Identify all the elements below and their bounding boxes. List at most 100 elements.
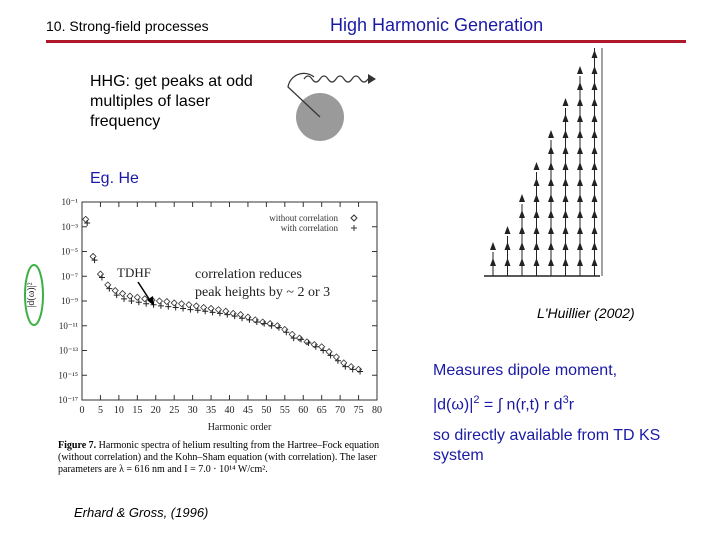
photon-wave-icon: [303, 75, 369, 83]
y-tick-label: 10⁻¹¹: [59, 321, 78, 331]
harmonic-arrow-icon: [562, 146, 569, 154]
figure-caption: Figure 7. Harmonic spectra of helium res…: [58, 440, 403, 476]
harmonic-arrow-icon: [577, 242, 583, 250]
x-tick-label: 5: [98, 405, 103, 416]
annotation-line-1: correlation reduces: [195, 267, 302, 282]
slide-title: High Harmonic Generation: [330, 15, 544, 35]
harmonic-arrow-icon: [548, 194, 554, 202]
point-with-correlation: [106, 285, 113, 292]
point-without-correlation: [200, 303, 208, 312]
point-without-correlation: [155, 297, 164, 305]
point-with-correlation: [202, 308, 209, 315]
point-with-correlation: [305, 340, 312, 347]
x-tick-label: 45: [243, 405, 253, 416]
point-with-correlation: [334, 357, 341, 364]
tdhf-arrow-icon: [147, 296, 154, 306]
harmonic-arrow-icon: [577, 178, 583, 186]
harmonic-arrow-icon: [591, 162, 598, 170]
y-tick-label: 10⁻⁷: [61, 271, 78, 281]
y-axis-label: |d(ω)|²: [26, 282, 37, 307]
point-without-correlation: [303, 338, 311, 346]
atom-illustration: [287, 72, 376, 141]
x-tick-label: 30: [188, 405, 198, 416]
tdhf-arrow-line: [137, 281, 152, 303]
harmonic-arrow-icon: [591, 114, 598, 122]
x-axis-label: Harmonic order: [208, 422, 272, 433]
harmonic-arrow-icon: [591, 242, 598, 250]
point-without-correlation: [259, 318, 267, 326]
point-with-correlation: [298, 336, 305, 343]
point-without-correlation: [229, 309, 237, 317]
point-without-correlation: [288, 330, 296, 338]
harmonic-arrow-icon: [591, 82, 598, 90]
point-without-correlation: [111, 286, 119, 295]
point-with-correlation: [290, 335, 297, 342]
point-with-correlation: [283, 329, 290, 336]
point-with-correlation: [157, 302, 164, 309]
point-without-correlation: [133, 293, 141, 301]
harmonic-arrow-icon: [533, 258, 540, 266]
point-with-correlation: [275, 324, 282, 331]
harmonic-arrow-icon: [533, 194, 540, 202]
point-with-correlation: [224, 311, 231, 318]
harmonic-arrow-icon: [548, 146, 554, 154]
harmonic-arrow-icon: [548, 242, 554, 250]
harmonic-arrow-icon: [591, 66, 598, 74]
harmonic-arrow-icon: [562, 258, 569, 266]
harmonic-arrow-icon: [591, 98, 598, 106]
x-tick-label: 60: [298, 405, 308, 416]
harmonic-arrow-icon: [548, 178, 554, 186]
caption-text: Harmonic spectra of helium resulting fro…: [58, 440, 380, 475]
caption-label: Figure 7.: [58, 440, 97, 451]
harmonic-arrow-icon: [533, 178, 540, 186]
point-without-correlation: [185, 301, 193, 309]
harmonic-arrow-icon: [562, 98, 569, 106]
point-without-correlation: [96, 270, 105, 278]
point-with-correlation: [327, 352, 334, 359]
harmonic-arrow-icon: [591, 210, 598, 218]
legend-with-label: with correlation: [281, 223, 339, 233]
point-with-correlation: [128, 298, 135, 304]
x-tick-label: 25: [169, 405, 179, 416]
harmonic-arrow-icon: [577, 98, 583, 106]
point-with-correlation: [194, 307, 201, 314]
point-with-correlation: [239, 315, 246, 322]
annotation-bg: [192, 262, 370, 298]
point-without-correlation: [266, 320, 274, 328]
harmonic-arrow-icon: [533, 162, 540, 170]
harmonic-arrow-icon: [548, 162, 554, 170]
harmonic-arrow-icon: [504, 258, 511, 266]
point-with-correlation: [349, 366, 356, 373]
example-label: Eg. He: [90, 170, 139, 187]
point-with-correlation: [216, 310, 223, 317]
ylabel-highlight: [24, 264, 44, 326]
harmonic-arrow-icon: [562, 210, 569, 218]
harmonic-arrow-icon: [519, 194, 525, 202]
point-without-correlation: [236, 311, 245, 319]
harmonic-arrow-icon: [591, 50, 598, 58]
point-with-correlation: [261, 320, 268, 327]
point-without-correlation: [89, 252, 97, 260]
harmonic-arrow-icon: [519, 210, 525, 218]
y-tick-label: 10⁻¹⁵: [58, 370, 78, 380]
point-without-correlation: [222, 307, 230, 315]
harmonic-arrow-icon: [519, 242, 525, 250]
harmonic-arrow-icon: [591, 130, 598, 138]
y-tick-label: 10⁻¹⁷: [58, 395, 78, 405]
point-with-correlation: [312, 343, 319, 350]
harmonic-spectra-chart: 0 5 10 15 20 25 30 35 40 45 50 55 60 65 70 75 80 10⁻¹ 10⁻³…: [24, 197, 382, 433]
harmonic-spectrum-diagram: [484, 48, 603, 277]
y-tick-label: 10⁻⁹: [61, 296, 78, 306]
harmonic-arrow-icon: [591, 178, 598, 186]
point-without-correlation: [163, 298, 171, 306]
point-with-correlation: [98, 274, 105, 281]
harmonic-arrow-icon: [548, 210, 554, 218]
point-with-correlation: [253, 319, 260, 326]
harmonic-arrow-icon: [533, 242, 540, 250]
harmonic-arrow-icon: [562, 162, 569, 170]
point-with-correlation: [113, 292, 120, 299]
citation-erhard-gross: Erhard & Gross, (1996): [74, 505, 209, 520]
electron-trajectory-icon: [287, 72, 321, 118]
harmonic-arrow-icon: [533, 226, 540, 234]
harmonic-arrow-icon: [490, 258, 496, 266]
